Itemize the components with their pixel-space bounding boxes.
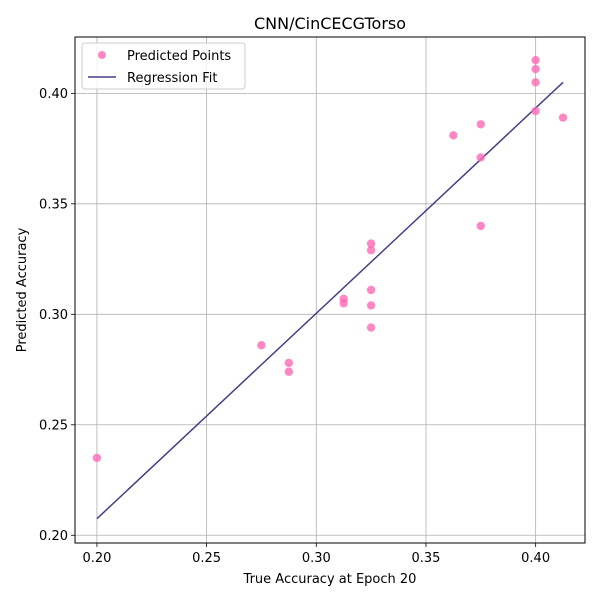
data-point — [339, 299, 348, 308]
x-tick-label: 0.30 — [302, 551, 331, 566]
y-axis-label: Predicted Accuracy — [15, 227, 30, 352]
data-point — [366, 285, 376, 295]
grid — [75, 37, 585, 543]
data-point — [531, 78, 540, 87]
data-point — [366, 246, 376, 255]
x-tick-label: 0.40 — [521, 551, 550, 566]
legend-label-predicted-points: Predicted Points — [127, 49, 231, 64]
ticks: 0.20 0.25 0.30 0.35 0.40 0.20 0.25 0.30 0.35 0.40 — [39, 87, 550, 566]
regression-layer — [96, 81, 564, 520]
data-point — [476, 120, 486, 129]
y-tick-label: 0.35 — [39, 197, 68, 212]
x-tick-label: 0.20 — [82, 551, 111, 566]
legend-label-regression-fit: Regression Fit — [127, 71, 217, 86]
data-point — [366, 239, 376, 248]
data-point — [476, 221, 486, 231]
x-axis-label: True Accuracy at Epoch 20 — [243, 572, 417, 587]
x-tick-label: 0.35 — [411, 551, 440, 566]
y-tick-label: 0.30 — [39, 308, 68, 323]
x-tick-label: 0.25 — [192, 551, 221, 566]
chart-title: CNN/CinCECGTorso — [254, 14, 406, 33]
data-point — [284, 358, 294, 368]
data-point — [366, 301, 376, 310]
legend-marker-predicted-points — [98, 51, 106, 59]
y-tick-label: 0.20 — [39, 529, 68, 544]
plot-frame — [74, 36, 586, 544]
data-point — [92, 453, 102, 463]
data-point — [531, 106, 540, 116]
y-tick-label: 0.40 — [39, 87, 68, 102]
data-point — [531, 56, 540, 65]
points-layer — [92, 56, 568, 463]
regression-fit-line — [96, 81, 564, 520]
data-point — [257, 341, 266, 350]
data-point — [558, 113, 568, 122]
data-point — [284, 367, 294, 376]
legend-box — [81, 42, 246, 90]
data-point — [366, 323, 376, 332]
legend: Predicted Points Regression Fit — [81, 42, 246, 90]
y-tick-label: 0.25 — [39, 418, 68, 433]
data-point — [476, 153, 486, 162]
data-point — [531, 64, 540, 74]
data-point — [449, 131, 458, 140]
